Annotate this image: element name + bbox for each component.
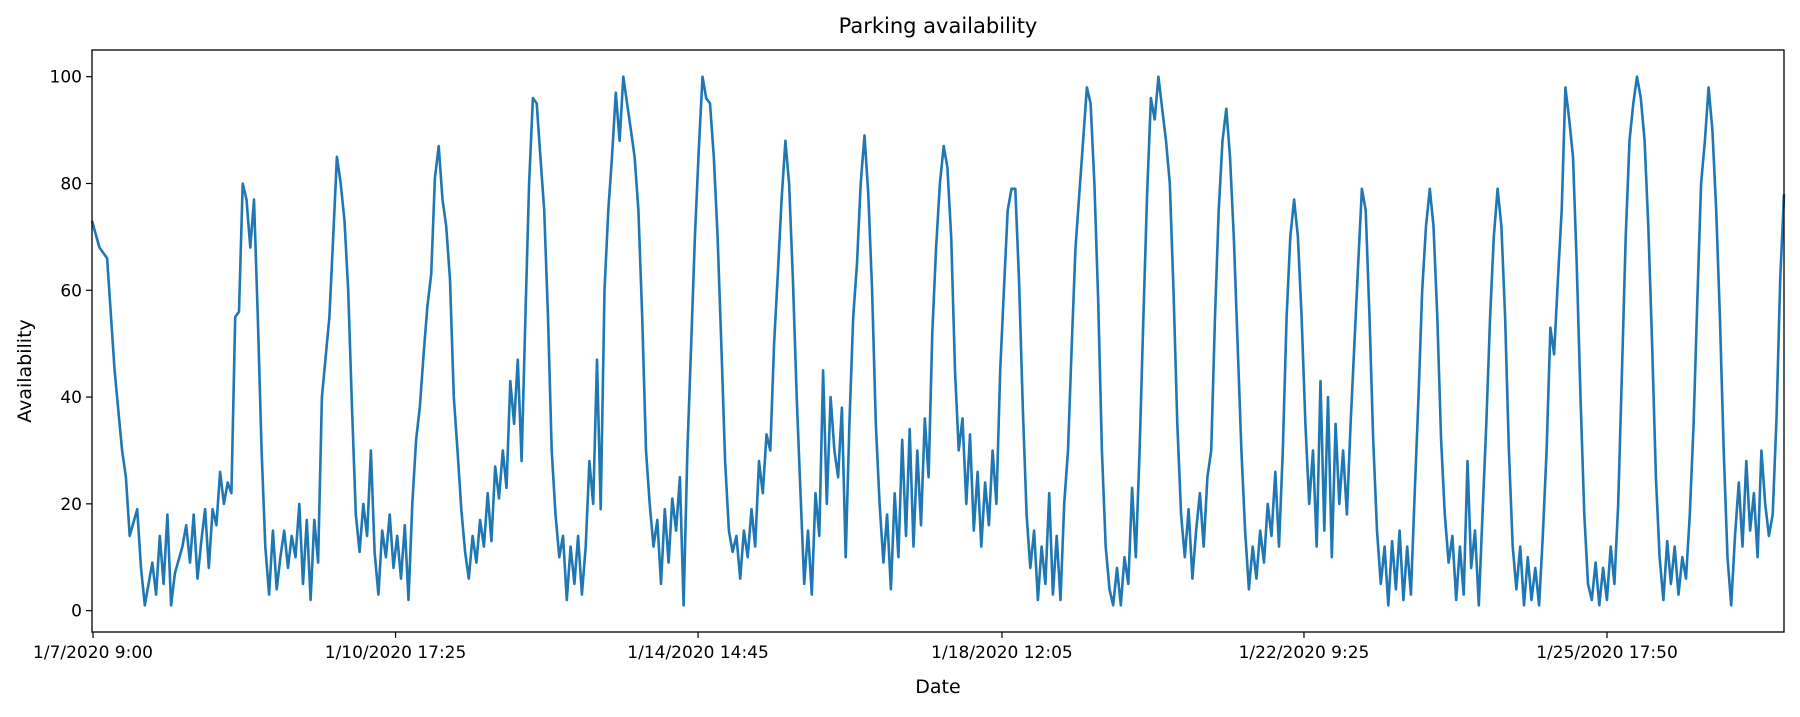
x-tick-label: 1/22/2020 9:25 — [1239, 643, 1370, 663]
plot-frame — [91, 49, 1785, 633]
chart-title: Parking availability — [838, 14, 1038, 38]
availability-line — [90, 75, 1786, 607]
x-axis-ticks: 1/7/2020 9:00 1/10/2020 17:25 1/14/2020 14… — [33, 632, 1678, 663]
y-tick-label: 100 — [50, 68, 82, 88]
x-tick-label: 1/14/2020 14:45 — [627, 643, 769, 663]
y-tick-label: 60 — [60, 281, 82, 301]
x-tick-label: 1/18/2020 12:05 — [931, 643, 1073, 663]
x-axis-label: Date — [915, 676, 961, 698]
series-line — [90, 75, 1786, 607]
y-axis-ticks: 0 20 40 60 80 100 — [50, 68, 92, 622]
y-tick-label: 0 — [71, 602, 82, 622]
y-tick-label: 80 — [60, 174, 82, 194]
x-tick-label: 1/25/2020 17:50 — [1536, 643, 1678, 663]
x-tick-label: 1/10/2020 17:25 — [325, 643, 467, 663]
y-tick-label: 40 — [60, 388, 82, 408]
y-tick-label: 20 — [60, 495, 82, 515]
x-tick-label: 1/7/2020 9:00 — [33, 643, 153, 663]
